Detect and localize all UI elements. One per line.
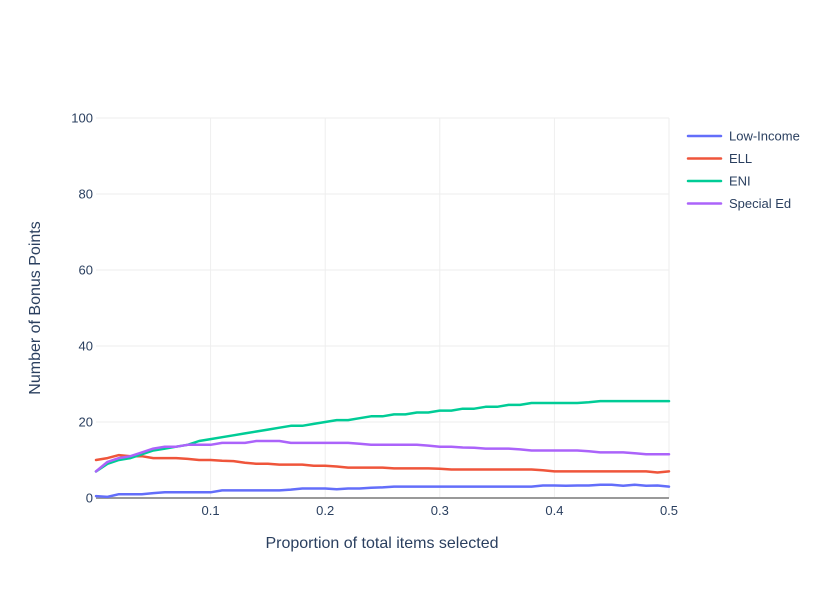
legend-label: Low-Income	[729, 129, 800, 144]
y-axis-ticks: 0 20 40 60 80 100	[71, 111, 93, 506]
series-line-special-ed	[94, 439, 671, 473]
legend[interactable]: Low-Income ELL ENI Special Ed	[686, 129, 800, 212]
x-tick-label: 0.2	[316, 503, 334, 518]
y-tick-label: 60	[79, 263, 93, 278]
x-tick-label: 0.1	[202, 503, 220, 518]
x-axis-title: Proportion of total items selected	[265, 535, 498, 552]
x-tick-label: 0.4	[545, 503, 563, 518]
legend-label: ELL	[729, 151, 752, 166]
y-tick-label: 100	[71, 111, 93, 126]
series-line-eni	[94, 399, 671, 473]
legend-item-ell[interactable]: ELL	[686, 151, 752, 166]
x-tick-label: 0.5	[660, 503, 678, 518]
y-tick-label: 40	[79, 339, 93, 354]
legend-label: Special Ed	[729, 196, 791, 211]
series-lines	[94, 399, 671, 499]
x-axis-ticks: 0.1 0.2 0.3 0.4 0.5	[202, 503, 678, 518]
y-tick-label: 20	[79, 415, 93, 430]
y-axis-title: Number of Bonus Points	[27, 221, 44, 394]
y-tick-label: 0	[86, 491, 93, 506]
series-line-low-income	[94, 483, 671, 499]
y-tick-label: 80	[79, 187, 93, 202]
legend-label: ENI	[729, 174, 751, 189]
gridlines	[96, 117, 670, 498]
legend-item-eni[interactable]: ENI	[686, 174, 751, 189]
legend-item-special-ed[interactable]: Special Ed	[686, 196, 791, 211]
series-line-ell	[94, 453, 671, 474]
legend-item-low-income[interactable]: Low-Income	[686, 129, 800, 144]
x-tick-label: 0.3	[431, 503, 449, 518]
